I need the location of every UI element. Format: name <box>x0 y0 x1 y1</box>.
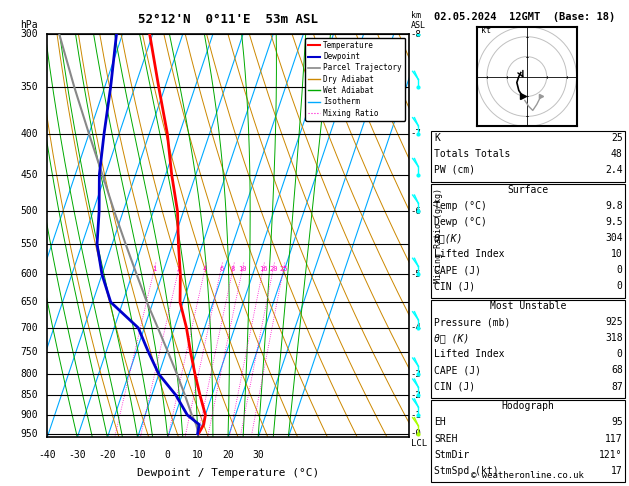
Text: -2: -2 <box>411 391 421 399</box>
Text: Hodograph: Hodograph <box>501 401 554 412</box>
Text: 20: 20 <box>222 450 234 459</box>
Text: -7: -7 <box>411 129 421 139</box>
Text: 9.5: 9.5 <box>605 217 623 227</box>
Text: 25: 25 <box>279 265 288 272</box>
Text: -20: -20 <box>99 450 116 459</box>
Text: 52°12'N  0°11'E  53m ASL: 52°12'N 0°11'E 53m ASL <box>138 13 318 26</box>
Text: 800: 800 <box>21 369 38 379</box>
Text: Lifted Index: Lifted Index <box>434 249 504 260</box>
Text: -1: -1 <box>411 411 421 419</box>
Text: StmDir: StmDir <box>434 450 469 460</box>
Text: hPa: hPa <box>21 20 38 30</box>
Text: 600: 600 <box>21 269 38 279</box>
Text: 750: 750 <box>21 347 38 357</box>
Text: 925: 925 <box>605 317 623 328</box>
Text: kt: kt <box>481 26 491 35</box>
Text: 300: 300 <box>21 29 38 39</box>
Text: CAPE (J): CAPE (J) <box>434 265 481 276</box>
Text: StmSpd (kt): StmSpd (kt) <box>434 466 499 476</box>
Text: Most Unstable: Most Unstable <box>489 301 566 312</box>
Text: 700: 700 <box>21 323 38 333</box>
Text: 17: 17 <box>611 466 623 476</box>
Text: 10: 10 <box>611 249 623 260</box>
Text: θᴇ (K): θᴇ (K) <box>434 333 469 344</box>
Text: 10: 10 <box>238 265 247 272</box>
Text: -8: -8 <box>411 30 421 38</box>
Text: 30: 30 <box>252 450 264 459</box>
Text: 900: 900 <box>21 410 38 420</box>
Text: 318: 318 <box>605 333 623 344</box>
Text: EH: EH <box>434 417 446 428</box>
Text: 550: 550 <box>21 239 38 249</box>
Text: 4: 4 <box>203 265 207 272</box>
Text: -3: -3 <box>411 370 421 379</box>
Text: 117: 117 <box>605 434 623 444</box>
Text: 0: 0 <box>617 349 623 360</box>
Text: CIN (J): CIN (J) <box>434 382 475 392</box>
Text: 1: 1 <box>152 265 157 272</box>
Text: 10: 10 <box>192 450 204 459</box>
Text: 400: 400 <box>21 129 38 139</box>
Text: K: K <box>434 133 440 143</box>
Text: 02.05.2024  12GMT  (Base: 18): 02.05.2024 12GMT (Base: 18) <box>434 12 615 22</box>
Text: Surface: Surface <box>507 185 548 195</box>
Text: Totals Totals: Totals Totals <box>434 149 510 159</box>
Text: -40: -40 <box>38 450 56 459</box>
Text: 25: 25 <box>611 133 623 143</box>
Text: 2.4: 2.4 <box>605 165 623 175</box>
Text: 95: 95 <box>611 417 623 428</box>
Text: 16: 16 <box>259 265 267 272</box>
Text: 304: 304 <box>605 233 623 243</box>
Text: SREH: SREH <box>434 434 457 444</box>
Text: 48: 48 <box>611 149 623 159</box>
Text: 450: 450 <box>21 170 38 180</box>
Text: -4: -4 <box>411 323 421 332</box>
Text: 650: 650 <box>21 297 38 307</box>
Text: 0: 0 <box>617 265 623 276</box>
Text: Dewpoint / Temperature (°C): Dewpoint / Temperature (°C) <box>137 468 319 478</box>
Text: -5: -5 <box>411 270 421 279</box>
Text: 68: 68 <box>611 365 623 376</box>
Text: 950: 950 <box>21 429 38 439</box>
Text: 8: 8 <box>231 265 235 272</box>
Text: 0: 0 <box>165 450 170 459</box>
Text: Mixing Ratio (g/kg): Mixing Ratio (g/kg) <box>434 188 443 283</box>
Text: 20: 20 <box>269 265 277 272</box>
Text: Pressure (mb): Pressure (mb) <box>434 317 510 328</box>
Text: 500: 500 <box>21 206 38 216</box>
Text: © weatheronline.co.uk: © weatheronline.co.uk <box>471 471 584 480</box>
Text: θᴇ(K): θᴇ(K) <box>434 233 464 243</box>
Text: CAPE (J): CAPE (J) <box>434 365 481 376</box>
Text: km
ASL: km ASL <box>411 11 426 30</box>
Text: 350: 350 <box>21 83 38 92</box>
Text: 87: 87 <box>611 382 623 392</box>
Text: 0: 0 <box>617 281 623 292</box>
Text: 850: 850 <box>21 390 38 400</box>
Legend: Temperature, Dewpoint, Parcel Trajectory, Dry Adiabat, Wet Adiabat, Isotherm, Mi: Temperature, Dewpoint, Parcel Trajectory… <box>305 38 405 121</box>
Text: -6: -6 <box>411 207 421 216</box>
Text: Dewp (°C): Dewp (°C) <box>434 217 487 227</box>
Text: Temp (°C): Temp (°C) <box>434 201 487 211</box>
Text: -0: -0 <box>411 429 421 438</box>
Text: -10: -10 <box>129 450 147 459</box>
Text: CIN (J): CIN (J) <box>434 281 475 292</box>
Text: 121°: 121° <box>599 450 623 460</box>
Text: Lifted Index: Lifted Index <box>434 349 504 360</box>
Text: 2: 2 <box>177 265 181 272</box>
Text: -30: -30 <box>69 450 86 459</box>
Text: 6: 6 <box>219 265 223 272</box>
Text: PW (cm): PW (cm) <box>434 165 475 175</box>
Text: 9.8: 9.8 <box>605 201 623 211</box>
Text: LCL: LCL <box>411 438 427 448</box>
